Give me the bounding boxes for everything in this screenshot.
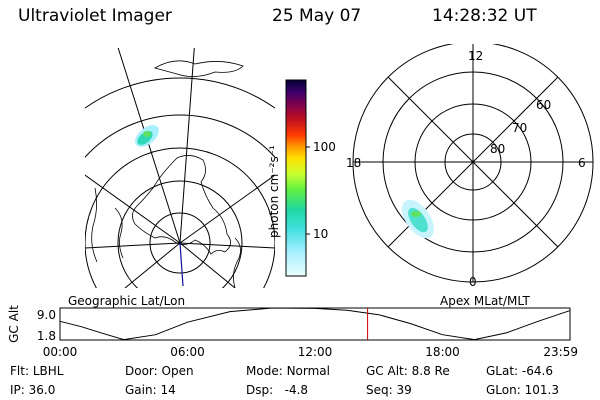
lat-label-60: 60 [536, 98, 552, 112]
dsp-info: Dsp: -4.8 [246, 383, 309, 397]
y-axis-label: GC Alt [7, 305, 21, 343]
y-tick-top: 9.0 [37, 308, 56, 322]
instrument-title: Ultraviolet Imager [18, 6, 172, 26]
seq-value: 39 [396, 383, 412, 397]
mode-value: Normal [286, 364, 330, 378]
lat-label-70: 70 [512, 121, 528, 135]
filter-value: LBHL [32, 364, 64, 378]
seq-info: Seq: 39 [366, 383, 412, 397]
polar-label-12: 12 [468, 49, 484, 63]
door-value: Open [161, 364, 194, 378]
x-tick-label: 06:00 [170, 345, 205, 359]
ip-value: 36.0 [28, 383, 56, 397]
polar-label-18: 18 [346, 156, 362, 170]
x-tick-label: 18:00 [425, 345, 460, 359]
x-tick-label: 12:00 [298, 345, 333, 359]
x-tick-label: 23:59 [543, 345, 578, 359]
color-bar [285, 79, 310, 277]
colorbar-label: photon cm⁻²s⁻¹ [267, 145, 281, 238]
mode-info: Mode: Normal [246, 364, 330, 378]
apex-label: Apex MLat/MLT [440, 294, 530, 308]
date-label: 25 May 07 [272, 6, 362, 26]
door-info: Door: Open [125, 364, 194, 378]
altitude-chart: GC Alt 9.0 1.8 00:00 06:00 12:00 18:00 23:59 [7, 305, 578, 359]
colorbar-tick-10: 10 [313, 227, 329, 241]
y-tick-bottom: 1.8 [37, 329, 56, 343]
altitude-series-line [59, 307, 570, 341]
glon-info: GLon: 101.3 [486, 383, 559, 397]
glat-value: -64.6 [521, 364, 553, 378]
gcalt-info: GC Alt: 8.8 Re [366, 364, 450, 378]
time-label: 14:28:32 UT [432, 6, 537, 26]
gain-value: 14 [160, 383, 176, 397]
polar-label-6: 6 [578, 156, 586, 170]
dsp-value: -4.8 [284, 383, 309, 397]
polar-plot [352, 44, 594, 283]
polar-label-0: 0 [469, 275, 477, 289]
colorbar-tick-100: 100 [313, 140, 336, 154]
lat-label-80: 80 [490, 142, 506, 156]
gcalt-value: 8.8 Re [411, 364, 450, 378]
geographic-map [85, 48, 275, 288]
x-tick-label: 00:00 [43, 345, 78, 359]
glat-info: GLat: -64.6 [486, 364, 553, 378]
gain-info: Gain: 14 [125, 383, 176, 397]
filter-info: Flt: LBHL [10, 364, 64, 378]
glon-value: 101.3 [524, 383, 559, 397]
geographic-label: Geographic Lat/Lon [68, 294, 186, 308]
ip-info: IP: 36.0 [10, 383, 56, 397]
